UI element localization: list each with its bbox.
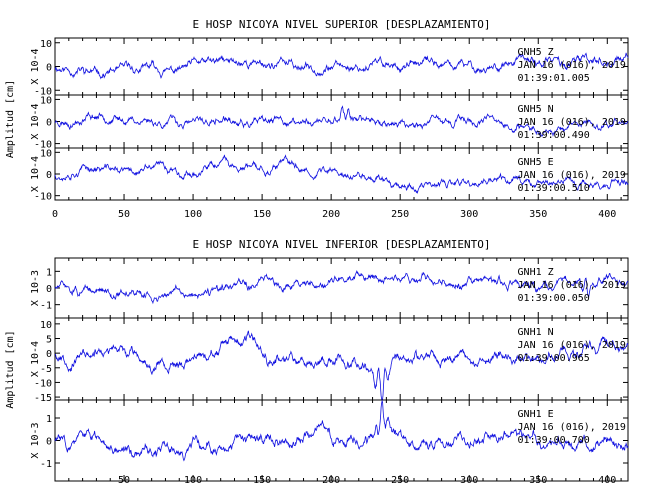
y-tick-label: 0	[46, 437, 52, 448]
y-axis-label: Amplitud [cm]	[5, 80, 16, 158]
x-tick-label: 100	[184, 209, 202, 220]
x-tick-label: 350	[529, 475, 547, 486]
x-tick-label: 200	[322, 475, 340, 486]
station-component: GNH5 E	[518, 157, 554, 168]
y-tick-label: 5	[46, 335, 52, 346]
y-tick-label: 10	[40, 95, 52, 106]
trace-panel-gnh5-n: 10 0 -10X 10-4 GNH5 N JAN 16 (016), 2019 01:3…	[30, 94, 629, 151]
record-date: JAN 16 (016), 2019	[518, 422, 626, 433]
y-tick-label: -1	[40, 301, 52, 312]
y-tick-label: 0	[46, 349, 52, 360]
unit-label: X 10-3	[30, 270, 41, 306]
record-time: 01:39:00.510	[518, 183, 590, 194]
station-component: GNH1 N	[518, 327, 554, 338]
record-date: JAN 16 (016), 2019	[518, 340, 626, 351]
trace-panel-gnh5-z: 10 0 -10 X 10-4 GNH5 Z JAN 16 (016), 2019 01:3…	[30, 37, 629, 97]
record-time: 01:39:01.005	[518, 73, 590, 84]
y-tick-label: 10	[40, 320, 52, 331]
station-component: GNH5 N	[518, 104, 554, 115]
unit-label: X 10-3	[30, 422, 41, 458]
unit-label: X 10-4	[30, 103, 41, 139]
trace-panel-gnh5-e: 10 0 -10X 10-4 GNH5 E JAN 16 (016), 2019 01:3…	[30, 147, 629, 203]
station-component: GNH1 E	[518, 409, 554, 420]
record-time: 01:39:00.965	[518, 353, 590, 364]
y-tick-label: -5	[40, 364, 52, 375]
y-tick-label: 0	[46, 170, 52, 181]
x-tick-label: 400	[598, 209, 616, 220]
y-tick-label: -15	[34, 393, 52, 404]
waveform-trace	[54, 105, 629, 137]
waveform-trace	[54, 399, 629, 462]
x-tick-label: 300	[460, 209, 478, 220]
record-date: JAN 16 (016), 2019	[518, 117, 626, 128]
x-tick-label: 150	[253, 475, 271, 486]
y-tick-label: -10	[34, 192, 52, 203]
chart-title: E HOSP NICOYA NIVEL INFERIOR [DESPLAZAMI…	[192, 238, 490, 251]
record-date: JAN 16 (016), 2019	[518, 60, 626, 71]
record-time: 01:39:00.490	[518, 130, 590, 141]
y-axis-label: Amplitud [cm]	[5, 330, 16, 408]
y-tick-label: -10	[34, 86, 52, 97]
station-component: GNH5 Z	[518, 47, 554, 58]
y-tick-label: -10	[34, 140, 52, 151]
chart-title: E HOSP NICOYA NIVEL SUPERIOR [DESPLAZAMI…	[192, 18, 490, 31]
unit-label: X 10-4	[30, 48, 41, 84]
y-tick-label: 10	[40, 148, 52, 159]
unit-label: X 10-4	[30, 341, 41, 377]
y-tick-label: -1	[40, 459, 52, 470]
x-tick-label: 200	[322, 209, 340, 220]
x-tick-label: 100	[184, 475, 202, 486]
y-tick-label: 0	[46, 118, 52, 129]
chart-1: E HOSP NICOYA NIVEL SUPERIOR [DESPLAZAMI…	[5, 18, 629, 220]
x-tick-label: 50	[118, 475, 130, 486]
station-component: GNH1 Z	[518, 267, 554, 278]
y-tick-label: 0	[46, 63, 52, 74]
chart-2: E HOSP NICOYA NIVEL INFERIOR [DESPLAZAMI…	[5, 238, 629, 486]
record-date: JAN 16 (016), 2019	[518, 280, 626, 291]
record-time: 01:39:00.050	[518, 293, 590, 304]
x-tick-label: 0	[52, 209, 58, 220]
y-tick-label: 1	[46, 267, 52, 278]
trace-panel-gnh1-z: 1 0 -1X 10-3 GNH1 Z JAN 16 (016), 2019 01:39:…	[30, 257, 629, 319]
y-tick-label: -10	[34, 378, 52, 389]
record-time: 01:39:00.700	[518, 435, 590, 446]
waveform-trace	[54, 330, 629, 400]
y-tick-label: 1	[46, 414, 52, 425]
x-tick-label: 250	[391, 209, 409, 220]
y-tick-label: 10	[40, 39, 52, 50]
trace-panel-gnh1-e: 1 0 -1X 10-3 GNH1 E JAN 16 (016), 2019 01:39:…	[30, 399, 629, 482]
record-date: JAN 16 (016), 2019	[518, 170, 626, 181]
y-tick-label: 0	[46, 284, 52, 295]
trace-panel-gnh1-n: 10 5 0 -5 -10 -15 X 10-4 GNH1 N JAN 16 (016), 20…	[30, 317, 629, 404]
x-tick-label: 400	[598, 475, 616, 486]
x-tick-label: 50	[118, 209, 130, 220]
x-tick-label: 300	[460, 475, 478, 486]
x-tick-label: 250	[391, 475, 409, 486]
unit-label: X 10-4	[30, 156, 41, 192]
waveform-trace	[54, 52, 629, 80]
x-tick-label: 350	[529, 209, 547, 220]
waveform-trace	[54, 154, 629, 194]
x-tick-label: 150	[253, 209, 271, 220]
waveform-trace	[54, 269, 629, 305]
